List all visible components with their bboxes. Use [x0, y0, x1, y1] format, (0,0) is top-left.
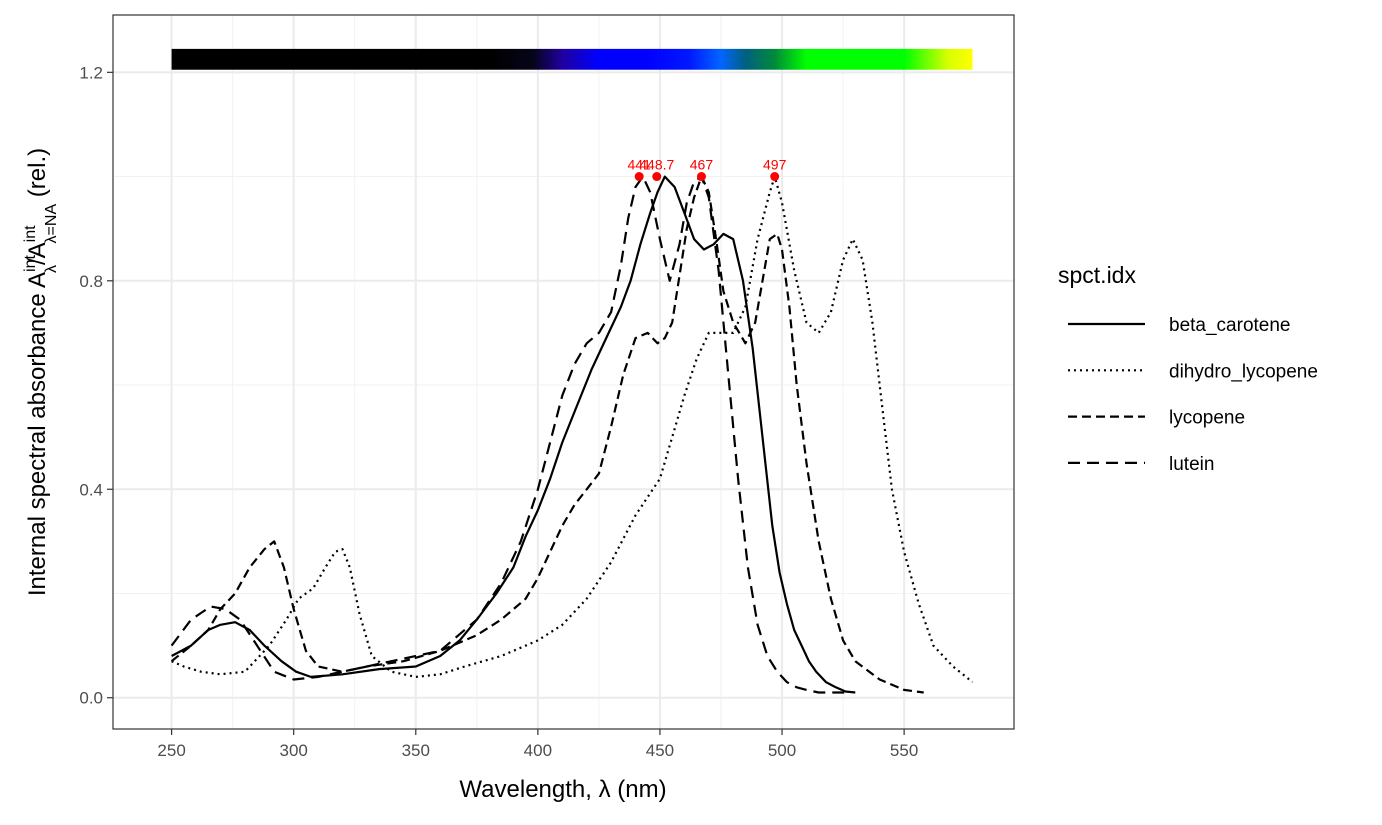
peak-point [770, 172, 780, 182]
peak-label: 448.7 [639, 157, 674, 173]
y-axis-ticks: 0.0 0.4 0.8 1.2 [79, 63, 113, 708]
y-tick-label: 0.4 [79, 480, 103, 499]
legend-label: lutein [1169, 454, 1214, 475]
legend-title: spct.idx [1058, 262, 1136, 288]
peak-label: 467 [690, 157, 714, 173]
peak-point [652, 172, 662, 182]
x-tick-label: 350 [402, 741, 430, 760]
x-tick-label: 300 [280, 741, 308, 760]
peak-point [634, 172, 644, 182]
legend-label: dihydro_lycopene [1169, 361, 1318, 382]
series-line-lycopene [170, 175, 924, 694]
panel-border [112, 14, 1015, 730]
y-tick-label: 0.0 [79, 689, 103, 708]
peak-label: 441 [628, 157, 652, 173]
x-tick-label: 450 [646, 741, 674, 760]
y-axis-title: Internal spectral absorbance Aint λ/Aint λ… [22, 148, 60, 596]
panel-background [113, 15, 1014, 729]
major-gridlines [113, 15, 1014, 729]
x-tick-label: 400 [524, 741, 552, 760]
x-axis-ticks: 250 300 350 400 450 500 550 [157, 729, 918, 760]
legend: spct.idx beta_carotene dihydro_lycopenely… [1058, 262, 1318, 475]
peak-point [696, 172, 706, 182]
y-tick-label: 1.2 [79, 63, 103, 82]
legend-label: beta_carotene [1169, 315, 1291, 336]
legend-label: lycopene [1169, 408, 1245, 429]
x-tick-label: 500 [768, 741, 796, 760]
x-tick-label: 550 [890, 741, 918, 760]
y-tick-label: 0.8 [79, 272, 103, 291]
series-line-beta_carotene [171, 175, 856, 694]
wavelength-color-bar [171, 48, 973, 70]
x-tick-label: 250 [157, 741, 185, 760]
minor-gridlines [113, 15, 1014, 729]
series-lines [170, 175, 974, 694]
series-line-lutein [170, 175, 851, 694]
peak-label: 497 [763, 157, 787, 173]
series-line-dihydro_lycopene [171, 175, 974, 683]
x-axis-title: Wavelength, λ (nm) [459, 776, 666, 803]
